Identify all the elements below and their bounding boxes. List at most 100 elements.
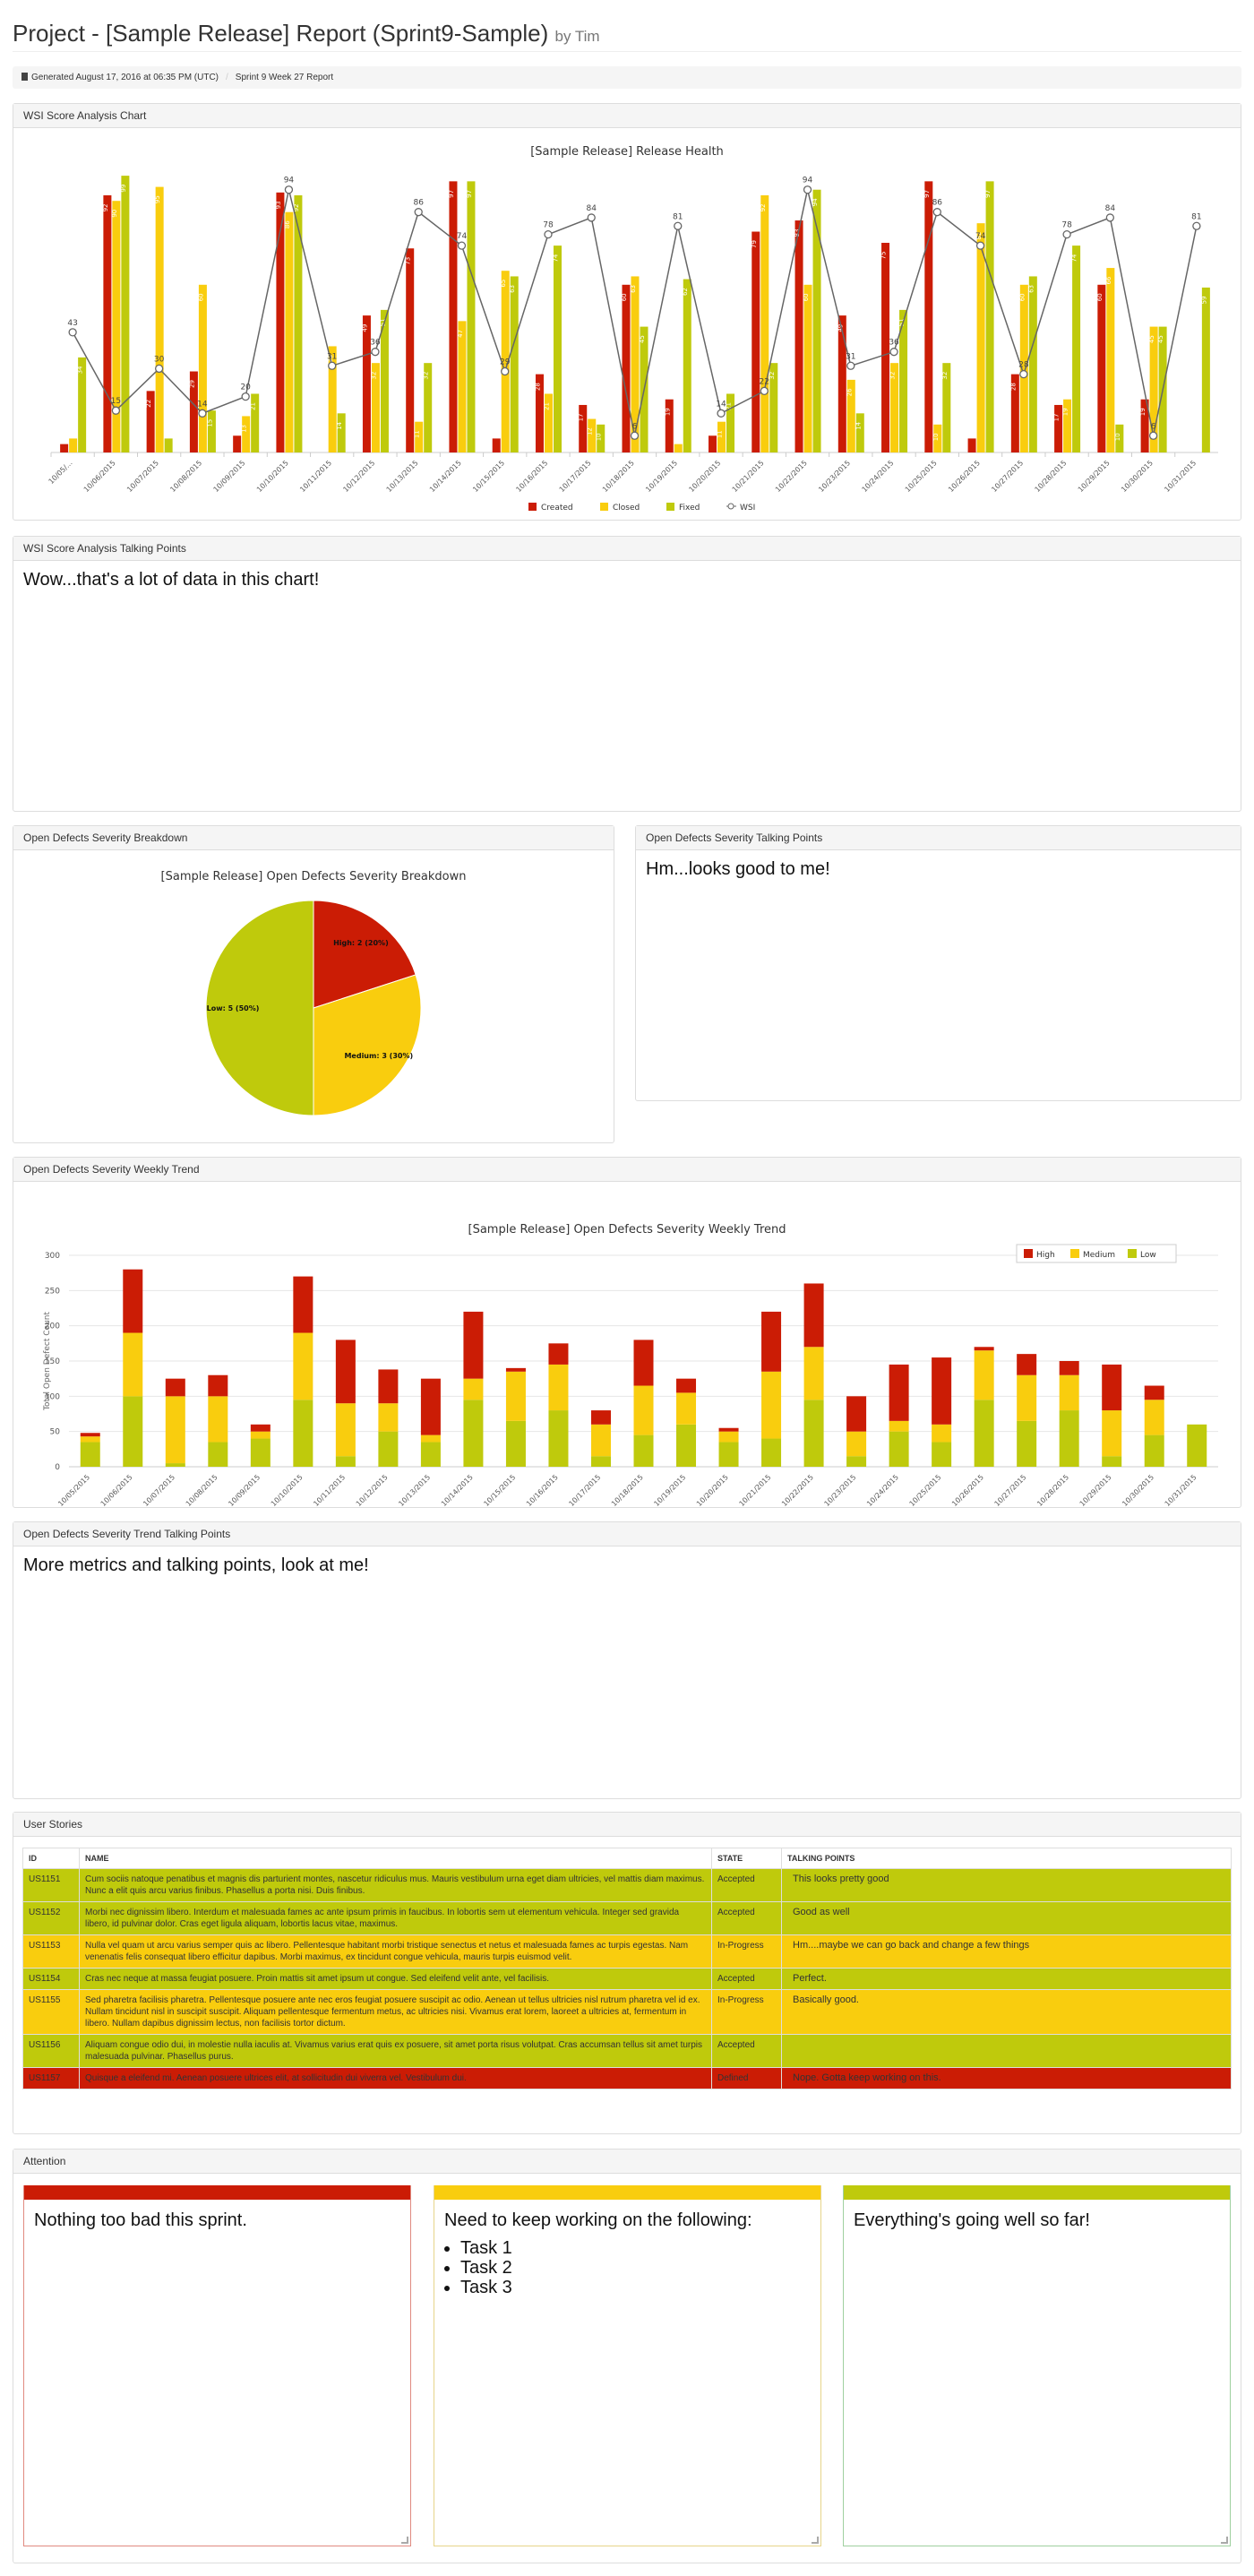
bar-medium — [1059, 1374, 1079, 1411]
panel-title: Open Defects Severity Trend Talking Poin… — [13, 1522, 1241, 1546]
bar-data-label: 63 — [509, 285, 516, 293]
attention-content: Need to keep working on the following: T… — [434, 2200, 820, 2308]
table-row: US1157 Quisque a eleifend mi. Aenean posu… — [22, 2067, 1232, 2089]
bar-medium — [590, 1424, 611, 1457]
x-tick-label: 10/28/2015 — [1035, 1473, 1070, 1506]
bar-closed — [631, 276, 640, 452]
x-tick-label: 10/09/2015 — [212, 459, 247, 494]
bar-low — [250, 1438, 271, 1467]
bar-fixed — [467, 181, 476, 453]
x-tick-label: 10/16/2015 — [525, 1473, 560, 1506]
wsi-point — [1062, 229, 1071, 239]
resize-handle-icon[interactable] — [401, 2537, 408, 2544]
bar-created — [752, 231, 760, 452]
attention-box-green[interactable]: Everything's going well so far! — [843, 2185, 1231, 2546]
bar-low — [80, 1442, 100, 1467]
bar-medium — [846, 1431, 867, 1457]
bar-fixed — [380, 309, 389, 452]
bar-high — [846, 1396, 867, 1432]
wsi-data-label: 15 — [111, 397, 121, 406]
bar-data-label: 17 — [1053, 413, 1061, 421]
bar-medium — [505, 1371, 526, 1421]
bar-low — [1102, 1456, 1122, 1467]
talking-points-text[interactable]: Hm...looks good to me! — [646, 859, 830, 879]
wsi-point — [846, 361, 855, 370]
attention-box-red[interactable]: Nothing too bad this sprint. — [23, 2185, 411, 2546]
bar-data-label: 59 — [1200, 296, 1207, 304]
bar-medium — [889, 1420, 909, 1432]
table-cell-state: Accepted — [711, 1868, 782, 1902]
bar-fixed — [207, 410, 216, 452]
table-cell-name: Nulla vel quam ut arcu varius semper qui… — [79, 1934, 712, 1969]
table-cell-talking[interactable]: Nope. Gotta keep working on this. — [781, 2067, 1232, 2089]
bar-medium — [250, 1431, 271, 1439]
y-tick-label: 300 — [45, 1252, 60, 1261]
resize-handle-icon[interactable] — [812, 2537, 819, 2544]
wsi-data-label: 31 — [327, 352, 337, 361]
bar-data-label: 19 — [1139, 408, 1147, 416]
wsi-talking-points-panel: WSI Score Analysis Talking Points Wow...… — [13, 536, 1241, 812]
x-tick-label: 10/06/2015 — [99, 1473, 134, 1506]
bar-created — [709, 435, 717, 452]
table-cell-name: Cras nec neque at massa feugiat posuere.… — [79, 1968, 712, 1990]
table-cell-talking[interactable] — [781, 2034, 1232, 2068]
x-tick-label: 10/13/2015 — [397, 1473, 432, 1506]
bar-created — [146, 391, 155, 452]
bar-closed — [458, 321, 467, 452]
bar-fixed — [899, 309, 908, 452]
bar-data-label: 26 — [846, 388, 853, 396]
bar-closed — [112, 201, 121, 452]
legend-swatch — [528, 503, 537, 511]
resize-handle-icon[interactable] — [1221, 2537, 1228, 2544]
bar-closed — [846, 379, 855, 452]
bar-medium — [676, 1392, 697, 1425]
wsi-point — [630, 431, 640, 440]
table-header-row: ID NAME STATE TALKING POINTS — [22, 1848, 1232, 1869]
bar-fixed — [1201, 287, 1210, 452]
bar-low — [676, 1424, 697, 1467]
x-tick-label: 10/16/2015 — [514, 459, 549, 494]
x-tick-label: 10/08/2015 — [185, 1473, 219, 1506]
bar-medium — [1102, 1410, 1122, 1457]
report-title: Project - [Sample Release] Report (Sprin… — [13, 20, 549, 47]
table-cell-talking[interactable]: Good as well — [781, 1901, 1232, 1935]
wsi-point — [975, 241, 985, 250]
wsi-data-label: 36 — [889, 339, 899, 348]
bar-data-label: 29 — [188, 380, 195, 388]
column-header[interactable]: STATE — [711, 1848, 782, 1869]
bar-closed — [544, 393, 553, 452]
table-cell-talking[interactable]: Perfect. — [781, 1968, 1232, 1990]
bar-low — [420, 1442, 441, 1467]
bar-data-label: 60 — [803, 293, 810, 301]
wsi-data-label: 94 — [284, 177, 295, 185]
bar-created — [492, 438, 501, 452]
table-cell-talking[interactable]: Basically good. — [781, 1989, 1232, 2035]
column-header[interactable]: NAME — [79, 1848, 712, 1869]
attention-box-yellow[interactable]: Need to keep working on the following: T… — [434, 2185, 821, 2546]
generated-timestamp: Generated August 17, 2016 at 06:35 PM (U… — [31, 73, 219, 82]
bar-high — [1102, 1364, 1122, 1411]
bar-low — [335, 1456, 356, 1467]
legend-swatch — [600, 503, 608, 511]
column-header[interactable]: ID — [22, 1848, 80, 1869]
bar-fixed — [251, 393, 260, 452]
y-tick-label: 200 — [45, 1322, 60, 1331]
wsi-data-label: 29 — [500, 358, 511, 367]
talking-points-text[interactable]: More metrics and talking points, look at… — [23, 1555, 369, 1575]
bar-medium — [378, 1403, 399, 1432]
wsi-point — [1105, 213, 1115, 222]
bar-closed — [1106, 268, 1115, 452]
x-tick-label: 10/11/2015 — [298, 459, 333, 494]
wsi-data-label: 84 — [1105, 204, 1116, 213]
bar-data-label: 10 — [596, 433, 603, 441]
bar-high — [335, 1340, 356, 1404]
table-cell-talking[interactable]: Hm....maybe we can go back and change a … — [781, 1934, 1232, 1969]
bar-high — [505, 1367, 526, 1372]
bar-created — [1010, 374, 1019, 452]
talking-points-text[interactable]: Wow...that's a lot of data in this chart… — [23, 570, 320, 590]
wsi-point — [371, 348, 380, 357]
table-cell-talking[interactable]: This looks pretty good — [781, 1868, 1232, 1902]
wsi-point — [760, 386, 769, 396]
column-header[interactable]: TALKING POINTS — [781, 1848, 1232, 1869]
x-tick-label: 10/21/2015 — [731, 459, 766, 494]
